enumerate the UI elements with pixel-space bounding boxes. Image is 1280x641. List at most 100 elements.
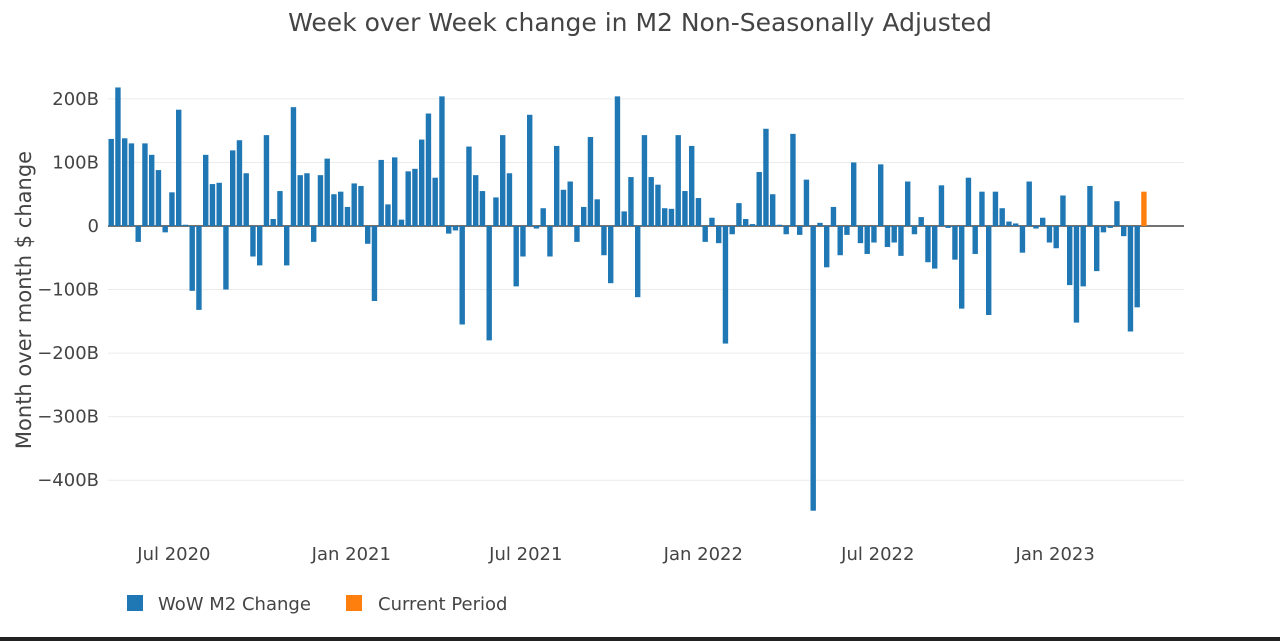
bar-wow-m2[interactable] bbox=[662, 208, 668, 226]
bar-wow-m2[interactable] bbox=[425, 113, 432, 226]
legend-label-current[interactable]: Current Period bbox=[378, 594, 507, 615]
bar-wow-m2[interactable] bbox=[905, 181, 911, 226]
bar-wow-m2[interactable] bbox=[149, 154, 155, 226]
bar-wow-m2[interactable] bbox=[925, 226, 931, 263]
bar-wow-m2[interactable] bbox=[250, 226, 256, 257]
bar-wow-m2[interactable] bbox=[223, 226, 229, 290]
bar-wow-m2[interactable] bbox=[500, 135, 506, 226]
bar-wow-m2[interactable] bbox=[803, 179, 810, 226]
bar-wow-m2[interactable] bbox=[459, 226, 465, 325]
bar-wow-m2[interactable] bbox=[1053, 226, 1059, 249]
bar-wow-m2[interactable] bbox=[702, 226, 708, 242]
bar-wow-m2[interactable] bbox=[263, 135, 270, 226]
bar-wow-m2[interactable] bbox=[162, 226, 168, 233]
bar-wow-m2[interactable] bbox=[243, 173, 249, 226]
bar-wow-m2[interactable] bbox=[979, 191, 985, 226]
bar-wow-m2[interactable] bbox=[533, 226, 540, 229]
bar-wow-m2[interactable] bbox=[317, 175, 324, 226]
bar-wow-m2[interactable] bbox=[614, 96, 621, 226]
bar-wow-m2[interactable] bbox=[466, 146, 472, 226]
bar-wow-m2[interactable] bbox=[155, 170, 162, 226]
bar-wow-m2[interactable] bbox=[972, 226, 978, 254]
bar-wow-m2[interactable] bbox=[776, 224, 783, 226]
bar-wow-m2[interactable] bbox=[439, 96, 445, 226]
bar-wow-m2[interactable] bbox=[952, 226, 958, 260]
bar-wow-m2[interactable] bbox=[405, 171, 411, 226]
bar-wow-m2[interactable] bbox=[1033, 226, 1039, 229]
bar-wow-m2[interactable] bbox=[871, 226, 877, 243]
bar-wow-m2[interactable] bbox=[911, 226, 918, 235]
bar-wow-m2[interactable] bbox=[695, 198, 702, 226]
bar-wow-m2[interactable] bbox=[1060, 195, 1066, 227]
bar-wow-m2[interactable] bbox=[938, 185, 945, 226]
bar-wow-m2[interactable] bbox=[682, 191, 688, 226]
bar-wow-m2[interactable] bbox=[554, 145, 560, 226]
bar-wow-m2[interactable] bbox=[1121, 226, 1127, 237]
bar-wow-m2[interactable] bbox=[547, 226, 553, 257]
bar-wow-m2[interactable] bbox=[837, 226, 843, 256]
bar-wow-m2[interactable] bbox=[959, 226, 965, 309]
bar-wow-m2[interactable] bbox=[581, 206, 587, 226]
bar-wow-m2[interactable] bbox=[810, 226, 816, 511]
bar-wow-m2[interactable] bbox=[824, 226, 830, 268]
bar-wow-m2[interactable] bbox=[851, 162, 857, 226]
bar-wow-m2[interactable] bbox=[648, 177, 654, 226]
bar-wow-m2[interactable] bbox=[304, 173, 310, 226]
bar-wow-m2[interactable] bbox=[216, 182, 222, 226]
bar-wow-m2[interactable] bbox=[857, 226, 864, 244]
bar-wow-m2[interactable] bbox=[142, 143, 148, 226]
bar-wow-m2[interactable] bbox=[716, 226, 722, 244]
bar-wow-m2[interactable] bbox=[297, 175, 303, 226]
bar-wow-m2[interactable] bbox=[1114, 201, 1120, 226]
bar-wow-m2[interactable] bbox=[574, 226, 580, 242]
bar-wow-m2[interactable] bbox=[257, 226, 263, 266]
bar-wow-m2[interactable] bbox=[763, 128, 769, 226]
bar-wow-m2[interactable] bbox=[1087, 185, 1093, 226]
bar-wow-m2[interactable] bbox=[169, 192, 175, 226]
bar-wow-m2[interactable] bbox=[790, 133, 796, 226]
bar-wow-m2[interactable] bbox=[743, 219, 749, 226]
bar-wow-m2[interactable] bbox=[844, 226, 850, 235]
bar-wow-m2[interactable] bbox=[1026, 181, 1032, 226]
bar-current-period[interactable] bbox=[1141, 191, 1147, 226]
bar-wow-m2[interactable] bbox=[1107, 226, 1113, 228]
bar-wow-m2[interactable] bbox=[412, 168, 418, 226]
bar-wow-m2[interactable] bbox=[230, 150, 236, 226]
bar-wow-m2[interactable] bbox=[560, 189, 567, 226]
bar-wow-m2[interactable] bbox=[1080, 226, 1086, 287]
bar-wow-m2[interactable] bbox=[277, 191, 283, 226]
bar-wow-m2[interactable] bbox=[358, 185, 364, 226]
bar-wow-m2[interactable] bbox=[344, 206, 351, 226]
bar-wow-m2[interactable] bbox=[196, 226, 202, 310]
bar-wow-m2[interactable] bbox=[398, 219, 405, 226]
bar-wow-m2[interactable] bbox=[446, 226, 452, 234]
bar-wow-m2[interactable] bbox=[540, 208, 546, 226]
bar-wow-m2[interactable] bbox=[689, 145, 695, 226]
bar-wow-m2[interactable] bbox=[122, 138, 128, 226]
bar-wow-m2[interactable] bbox=[351, 183, 357, 226]
bar-wow-m2[interactable] bbox=[520, 226, 526, 257]
bar-wow-m2[interactable] bbox=[1040, 217, 1046, 226]
bar-wow-m2[interactable] bbox=[898, 226, 904, 256]
bar-wow-m2[interactable] bbox=[236, 140, 243, 226]
bar-wow-m2[interactable] bbox=[385, 204, 391, 226]
bar-wow-m2[interactable] bbox=[864, 226, 870, 254]
bar-wow-m2[interactable] bbox=[371, 226, 378, 301]
bar-wow-m2[interactable] bbox=[1019, 226, 1026, 253]
bar-wow-m2[interactable] bbox=[932, 226, 938, 269]
bar-wow-m2[interactable] bbox=[203, 154, 209, 226]
bar-wow-m2[interactable] bbox=[635, 226, 641, 298]
bar-wow-m2[interactable] bbox=[945, 226, 951, 228]
bar-wow-m2[interactable] bbox=[473, 175, 479, 226]
bar-wow-m2[interactable] bbox=[601, 226, 607, 256]
bar-wow-m2[interactable] bbox=[1127, 226, 1134, 332]
bar-wow-m2[interactable] bbox=[621, 211, 627, 226]
bar-wow-m2[interactable] bbox=[736, 203, 742, 226]
bar-wow-m2[interactable] bbox=[1013, 223, 1019, 226]
bar-wow-m2[interactable] bbox=[284, 226, 290, 266]
bar-wow-m2[interactable] bbox=[209, 184, 216, 226]
bar-wow-m2[interactable] bbox=[486, 226, 492, 341]
bar-wow-m2[interactable] bbox=[493, 197, 499, 226]
bar-wow-m2[interactable] bbox=[884, 226, 891, 247]
bar-wow-m2[interactable] bbox=[182, 224, 189, 226]
